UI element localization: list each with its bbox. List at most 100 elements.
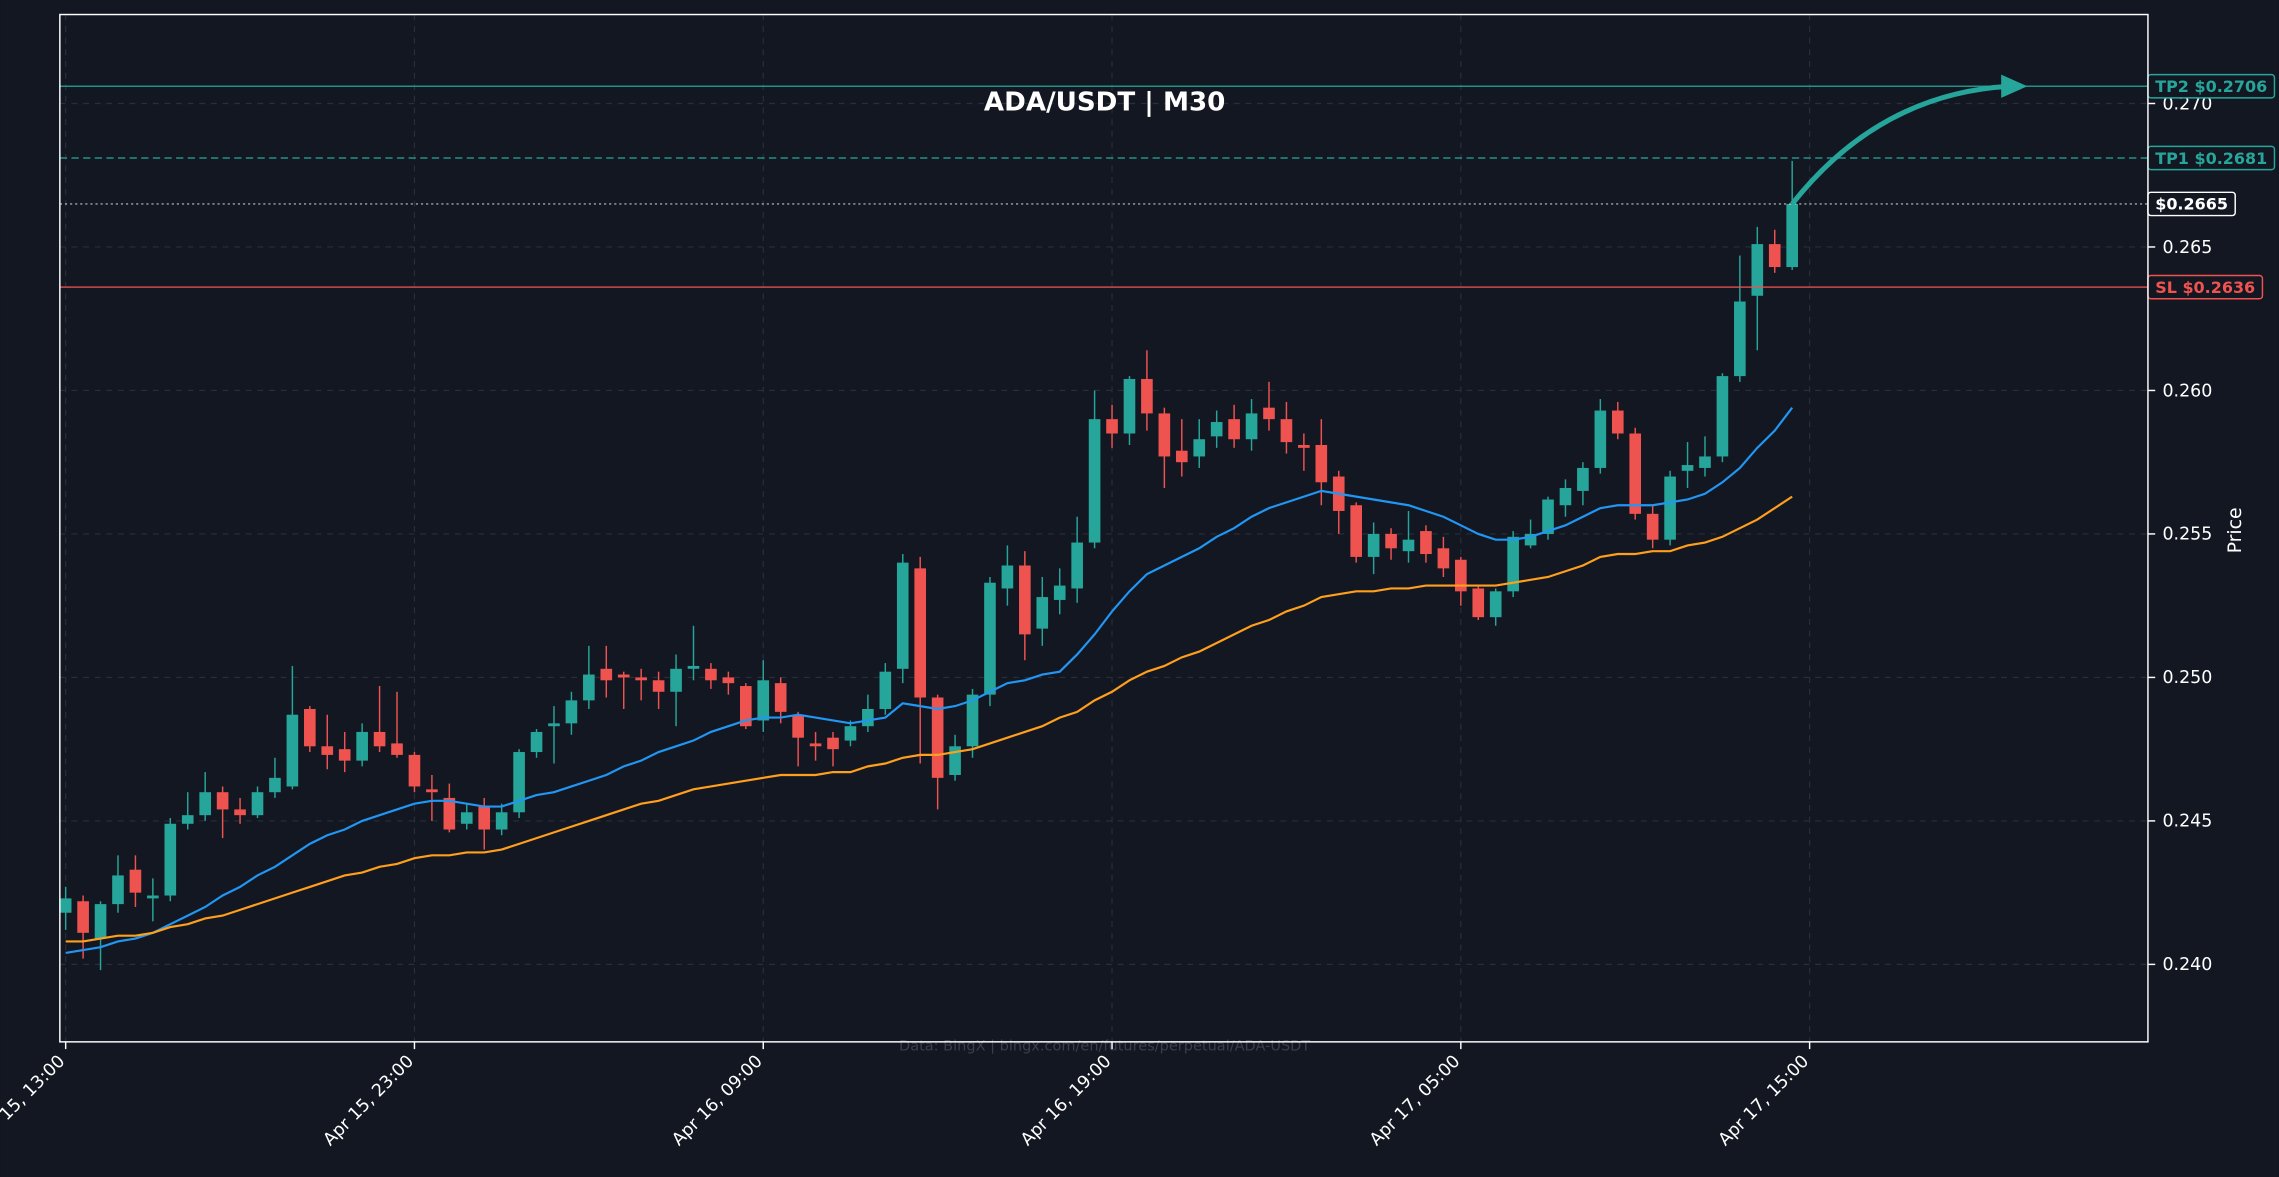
candle-body bbox=[1489, 591, 1502, 618]
y-tick-label: 0.245 bbox=[2162, 812, 2212, 832]
candle-body bbox=[548, 723, 560, 727]
candle-body bbox=[286, 714, 299, 787]
candle-body bbox=[356, 731, 368, 761]
candle-body bbox=[687, 665, 700, 669]
candle-body bbox=[1542, 499, 1554, 534]
candle-body bbox=[827, 737, 839, 750]
price-level-label: $0.2665 bbox=[2155, 195, 2228, 214]
candle-body bbox=[443, 797, 456, 830]
candle-body bbox=[1001, 565, 1014, 589]
y-tick-label: 0.255 bbox=[2162, 525, 2212, 545]
candle-body bbox=[216, 792, 229, 810]
candle-body bbox=[670, 668, 682, 692]
candle-body bbox=[1420, 531, 1432, 555]
candle-body bbox=[1664, 476, 1676, 540]
candle-body bbox=[1367, 533, 1380, 557]
candle-body bbox=[373, 731, 386, 747]
candle-body bbox=[1385, 533, 1397, 549]
candle-body bbox=[1646, 513, 1659, 540]
candle-body bbox=[321, 746, 334, 755]
candle-body bbox=[1751, 244, 1764, 296]
candle-body bbox=[112, 875, 124, 905]
plot-frame bbox=[59, 13, 2149, 1043]
candle-body bbox=[1019, 565, 1031, 635]
candle-body bbox=[792, 714, 804, 738]
candle-body bbox=[1437, 548, 1450, 569]
candle-body bbox=[931, 697, 944, 778]
candle-body bbox=[408, 754, 421, 787]
y-tick-label: 0.260 bbox=[2162, 381, 2212, 401]
candle-body bbox=[1158, 413, 1171, 457]
candle-body bbox=[1629, 433, 1642, 514]
projection-arrowhead bbox=[2001, 74, 2028, 98]
candle-body bbox=[1193, 439, 1206, 457]
candle-body bbox=[1036, 597, 1049, 629]
candle-body bbox=[862, 708, 874, 727]
candle-body bbox=[460, 812, 473, 824]
projection-arrow bbox=[1790, 83, 2011, 206]
candle-body bbox=[705, 668, 717, 681]
candle-body bbox=[565, 700, 578, 724]
candle-body bbox=[129, 869, 142, 893]
candle-body bbox=[583, 674, 595, 701]
candle-body bbox=[914, 568, 927, 698]
candle-body bbox=[495, 812, 508, 830]
candle-body bbox=[269, 777, 281, 793]
candle-body bbox=[1507, 536, 1519, 592]
candle-body bbox=[966, 694, 979, 747]
y-axis-label: Price bbox=[2224, 507, 2246, 553]
candle-body bbox=[1716, 376, 1729, 457]
price-level-tag: TP1 $0.2681 bbox=[2147, 145, 2276, 171]
candle-body bbox=[59, 898, 72, 913]
candle-body bbox=[1175, 450, 1188, 463]
candle-body bbox=[1263, 407, 1275, 420]
candle-body bbox=[652, 680, 665, 692]
candle-body bbox=[1768, 244, 1781, 268]
candle-body bbox=[1577, 467, 1589, 491]
candle-body bbox=[1524, 533, 1537, 546]
candle-body bbox=[1053, 585, 1066, 600]
candle-body bbox=[600, 668, 613, 681]
candle-body bbox=[809, 743, 822, 747]
candle-body bbox=[391, 743, 403, 755]
candle-body bbox=[1088, 419, 1101, 543]
candle-body bbox=[94, 904, 107, 939]
y-tick-label: 0.240 bbox=[2162, 955, 2212, 975]
candle-body bbox=[1141, 378, 1153, 414]
price-level-tag: TP2 $0.2706 bbox=[2147, 73, 2276, 99]
candle-body bbox=[1402, 539, 1415, 552]
moving-average-line bbox=[65, 495, 1793, 943]
y-tick-label: 0.265 bbox=[2162, 238, 2212, 258]
candle-body bbox=[949, 746, 961, 775]
candle-body bbox=[1786, 203, 1798, 268]
candle-body bbox=[1559, 488, 1572, 506]
candle-body bbox=[722, 677, 735, 684]
price-level-tag: SL $0.2636 bbox=[2147, 274, 2264, 300]
candle-body bbox=[1245, 413, 1258, 440]
candle-body bbox=[1350, 505, 1363, 557]
plot-area bbox=[59, 14, 2148, 1042]
candle-body bbox=[774, 683, 787, 712]
candle-body bbox=[1123, 378, 1136, 434]
y-tick-label: 0.250 bbox=[2162, 668, 2212, 688]
candle-body bbox=[304, 708, 316, 747]
candle-body bbox=[1210, 422, 1223, 437]
candle-body bbox=[1734, 301, 1746, 377]
candle-body bbox=[1228, 419, 1240, 440]
candle-body bbox=[739, 686, 752, 727]
candle-body bbox=[1594, 410, 1607, 468]
candle-body bbox=[234, 809, 246, 816]
candle-body bbox=[530, 731, 543, 753]
candle-body bbox=[1699, 456, 1711, 468]
moving-average-line bbox=[65, 407, 1794, 954]
candle-body bbox=[1611, 410, 1624, 434]
candle-body bbox=[757, 680, 770, 721]
price-level-label: SL $0.2636 bbox=[2155, 278, 2255, 297]
candle-body bbox=[1280, 419, 1293, 443]
candle-body bbox=[896, 562, 909, 669]
candle-body bbox=[164, 823, 177, 896]
chart-title: ADA/USDT | M30 bbox=[984, 87, 1225, 117]
candle-body bbox=[635, 677, 647, 681]
